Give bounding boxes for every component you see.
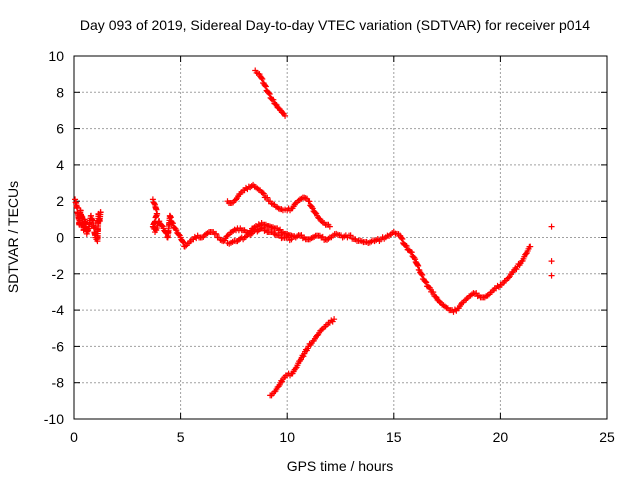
series-p014-steep-rise xyxy=(252,67,289,119)
data-point xyxy=(258,75,265,82)
data-point xyxy=(173,227,180,234)
tick-labels: 0 5 10 15 20 25 -10 -8 -6 -4 -2 0 2 4 6 8 10 xyxy=(44,48,615,445)
data-point xyxy=(282,112,289,119)
data-point xyxy=(266,91,273,98)
data-point xyxy=(414,261,421,268)
data-point xyxy=(403,242,410,249)
x-tick-label: 10 xyxy=(279,429,295,445)
series-p014-base xyxy=(149,196,534,315)
data-point xyxy=(233,196,240,203)
data-points xyxy=(72,67,555,399)
data-point xyxy=(259,189,266,196)
data-point xyxy=(415,262,422,269)
y-tick-label: 0 xyxy=(56,230,64,246)
data-point xyxy=(505,274,512,281)
data-point xyxy=(548,258,555,265)
data-point xyxy=(262,83,269,90)
y-tick-label: 8 xyxy=(56,84,64,100)
data-point xyxy=(262,82,269,89)
data-point xyxy=(213,230,220,237)
data-point xyxy=(149,196,156,203)
series-p014-late-isolated xyxy=(548,223,555,279)
data-point xyxy=(398,235,405,242)
y-tick-label: 6 xyxy=(56,121,64,137)
data-point xyxy=(272,101,279,108)
data-point xyxy=(270,96,277,103)
x-tick-label: 15 xyxy=(386,429,402,445)
data-point xyxy=(402,242,409,249)
data-point xyxy=(181,243,188,250)
data-point xyxy=(294,233,301,240)
data-point xyxy=(548,223,555,230)
data-point xyxy=(331,316,338,323)
data-point xyxy=(527,243,534,250)
data-point xyxy=(423,279,430,286)
data-point xyxy=(259,76,266,82)
data-point xyxy=(265,90,272,97)
y-tick-label: -2 xyxy=(52,266,65,282)
data-point xyxy=(347,232,354,239)
data-point xyxy=(427,285,434,292)
data-point xyxy=(309,205,316,212)
data-point xyxy=(422,278,429,285)
data-point xyxy=(306,198,313,205)
data-point xyxy=(180,239,187,246)
x-tick-label: 20 xyxy=(493,429,509,445)
data-point xyxy=(548,272,555,279)
data-point xyxy=(418,271,425,278)
data-point xyxy=(264,194,271,201)
y-tick-label: 4 xyxy=(56,157,64,173)
data-point xyxy=(288,236,295,243)
series-p014-early xyxy=(72,196,104,245)
data-point xyxy=(430,289,437,296)
y-tick-label: 10 xyxy=(48,48,64,64)
data-point xyxy=(302,195,309,202)
data-point xyxy=(432,293,439,300)
data-point xyxy=(260,190,267,197)
series-p014-steep-fall xyxy=(267,316,338,399)
y-tick-label: -8 xyxy=(52,375,65,391)
series-p014-upper-arc xyxy=(224,181,333,230)
data-point xyxy=(151,200,158,207)
y-axis-label: SDTVAR / TECUs xyxy=(5,181,21,293)
data-point xyxy=(248,183,255,190)
data-point xyxy=(156,218,163,225)
data-point xyxy=(399,236,406,243)
data-point xyxy=(152,226,159,233)
y-tick-label: -10 xyxy=(44,411,64,427)
data-point xyxy=(412,256,419,263)
data-point xyxy=(169,220,176,227)
series-p014-lower-arc xyxy=(224,224,295,247)
x-tick-label: 5 xyxy=(177,429,185,445)
y-tick-label: -4 xyxy=(52,302,65,318)
y-tick-label: -6 xyxy=(52,338,65,354)
chart-title: Day 093 of 2019, Sidereal Day-to-day VTE… xyxy=(80,17,590,33)
data-point xyxy=(419,272,426,279)
data-point xyxy=(463,296,470,303)
x-tick-label: 25 xyxy=(599,429,615,445)
axis-ticks xyxy=(73,55,608,420)
data-point xyxy=(436,298,443,305)
data-point xyxy=(326,223,333,230)
y-tick-label: 2 xyxy=(56,193,64,209)
data-point xyxy=(279,378,286,385)
data-point xyxy=(425,284,432,291)
data-point xyxy=(300,353,307,360)
data-point xyxy=(276,106,283,113)
data-point xyxy=(408,249,415,256)
x-axis-label: GPS time / hours xyxy=(287,458,394,474)
x-tick-label: 0 xyxy=(70,429,78,445)
data-point xyxy=(97,209,104,216)
data-point xyxy=(265,223,272,230)
data-point xyxy=(179,238,186,245)
